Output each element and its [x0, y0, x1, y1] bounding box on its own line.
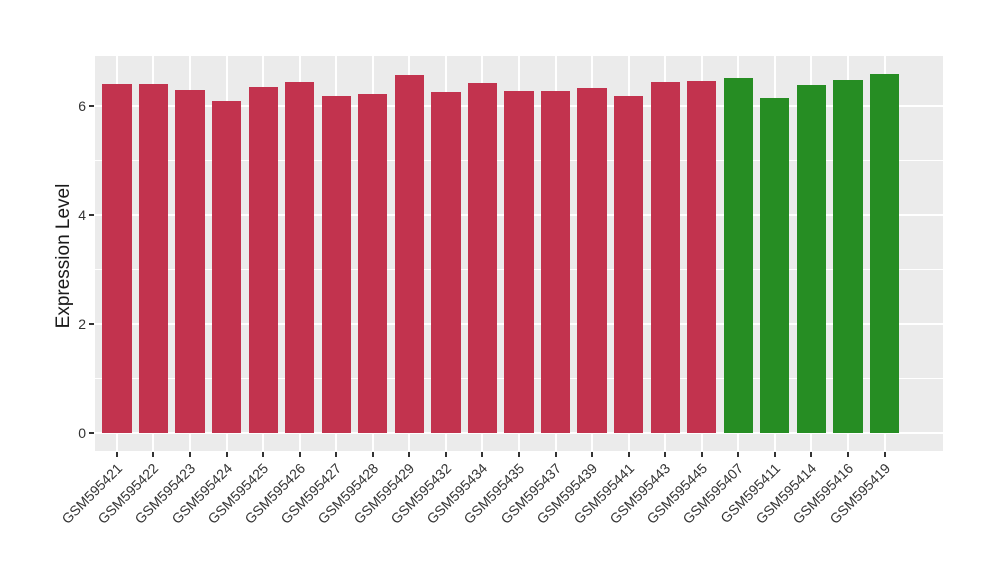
bar [723, 78, 753, 433]
x-tick-mark [810, 452, 813, 457]
x-tick-mark [298, 452, 301, 457]
x-tick-mark [408, 452, 411, 457]
x-tick-mark [152, 452, 155, 457]
bar [687, 81, 717, 433]
x-tick-mark [444, 452, 447, 457]
x-tick-mark [591, 452, 594, 457]
x-tick-mark [700, 452, 703, 457]
x-tick-mark [189, 452, 192, 457]
bar [577, 88, 607, 433]
bar [504, 90, 534, 433]
x-tick-mark [481, 452, 484, 457]
x-tick-mark [883, 452, 886, 457]
bar [869, 74, 900, 433]
bar [614, 96, 644, 433]
bar [358, 94, 388, 433]
bar [285, 82, 315, 433]
x-tick-mark [262, 452, 265, 457]
bar [431, 92, 461, 433]
bar [760, 98, 790, 433]
x-tick-mark [371, 452, 374, 457]
y-tick-label: 2 [78, 316, 86, 332]
y-tick-label: 0 [78, 425, 86, 441]
x-tick-mark [225, 452, 228, 457]
y-tick-mark [89, 432, 94, 434]
bar [833, 79, 863, 433]
y-axis-title: Expression Level [53, 183, 74, 329]
bar [796, 85, 827, 433]
x-tick-mark [115, 452, 118, 457]
y-tick-mark [89, 105, 94, 107]
y-tick-label: 6 [78, 98, 86, 114]
x-tick-mark [335, 452, 338, 457]
bar [321, 96, 351, 433]
bar [211, 100, 242, 433]
bar [248, 86, 278, 433]
y-tick-label: 4 [78, 207, 86, 223]
bar [138, 83, 169, 433]
bar [102, 84, 132, 433]
bar [540, 91, 571, 433]
bar [394, 74, 424, 433]
bar [467, 82, 498, 433]
y-tick-mark [89, 214, 94, 216]
x-tick-mark [773, 452, 776, 457]
y-tick-mark [89, 323, 94, 325]
x-tick-mark [554, 452, 557, 457]
bar [175, 90, 205, 433]
x-tick-mark [664, 452, 667, 457]
x-tick-mark [627, 452, 630, 457]
bar [650, 82, 680, 433]
x-tick-mark [846, 452, 849, 457]
x-tick-mark [518, 452, 520, 457]
x-tick-mark [737, 452, 740, 457]
plot-panel [95, 56, 943, 451]
